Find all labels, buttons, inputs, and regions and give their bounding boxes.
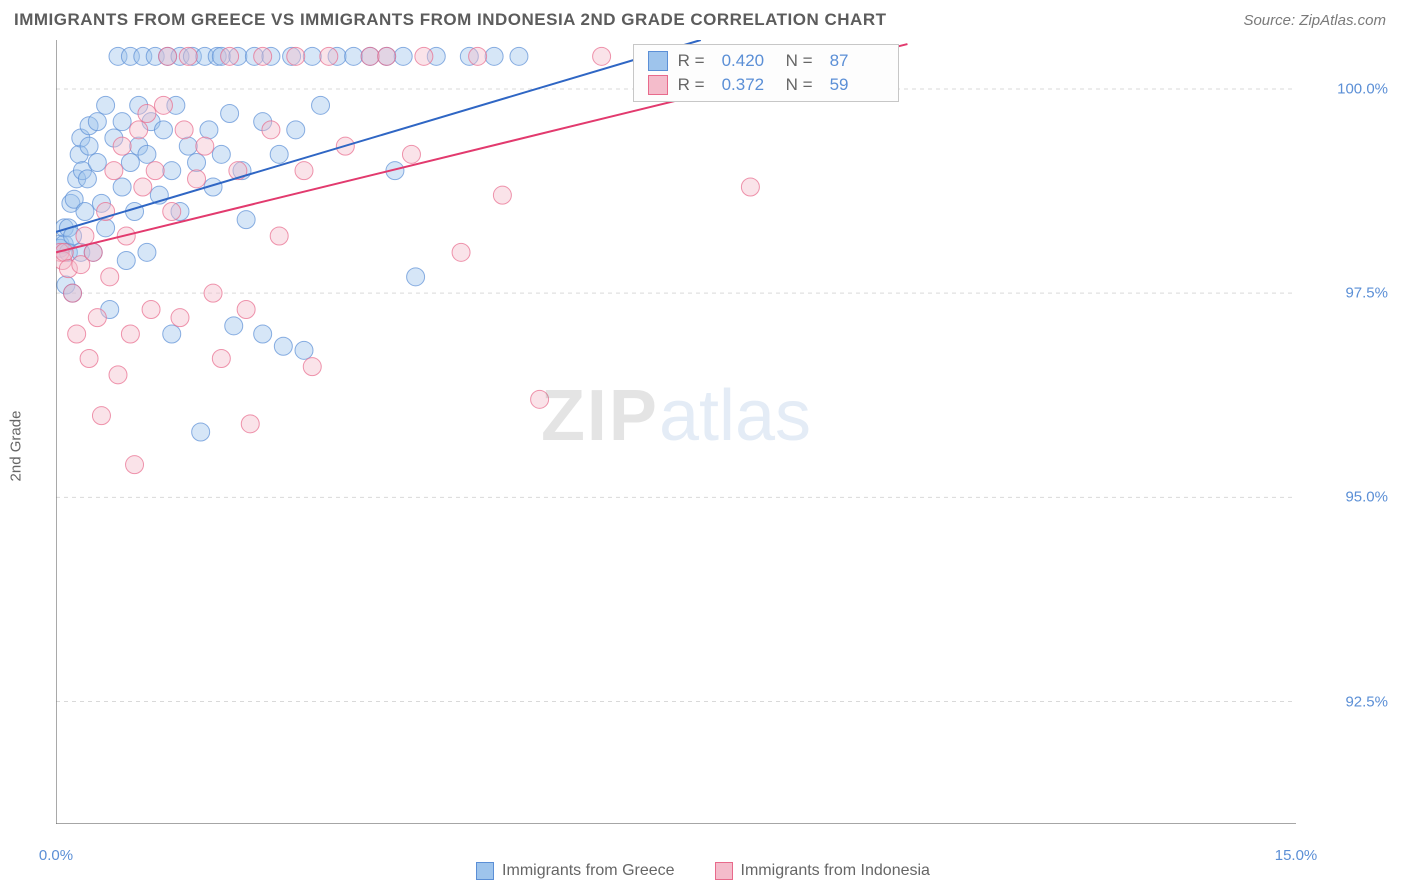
stats-legend-row: R =0.420N =87 [634, 49, 898, 73]
legend-item: Immigrants from Greece [476, 862, 674, 880]
scatter-plot [56, 40, 1296, 824]
chart-title: IMMIGRANTS FROM GREECE VS IMMIGRANTS FRO… [14, 10, 887, 30]
y-tick-label: 92.5% [1345, 693, 1388, 710]
chart-source: Source: ZipAtlas.com [1243, 12, 1386, 29]
y-axis-label: 2nd Grade [8, 411, 25, 482]
stats-legend: R =0.420N =87R =0.372N =59 [633, 44, 899, 102]
stats-legend-row: R =0.372N =59 [634, 73, 898, 97]
y-tick-label: 97.5% [1345, 285, 1388, 302]
legend-item: Immigrants from Indonesia [715, 862, 930, 880]
y-tick-label: 100.0% [1337, 81, 1388, 98]
bottom-legend: Immigrants from Greece Immigrants from In… [0, 862, 1406, 880]
chart-area: ZIPatlas R =0.420N =87R =0.372N =59 92.5… [56, 40, 1296, 824]
chart-header: IMMIGRANTS FROM GREECE VS IMMIGRANTS FRO… [0, 0, 1406, 36]
y-tick-label: 95.0% [1345, 489, 1388, 506]
